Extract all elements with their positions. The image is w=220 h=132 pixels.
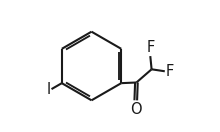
Text: O: O <box>130 102 142 117</box>
Text: F: F <box>166 64 174 79</box>
Text: F: F <box>146 40 154 55</box>
Text: I: I <box>47 82 51 97</box>
